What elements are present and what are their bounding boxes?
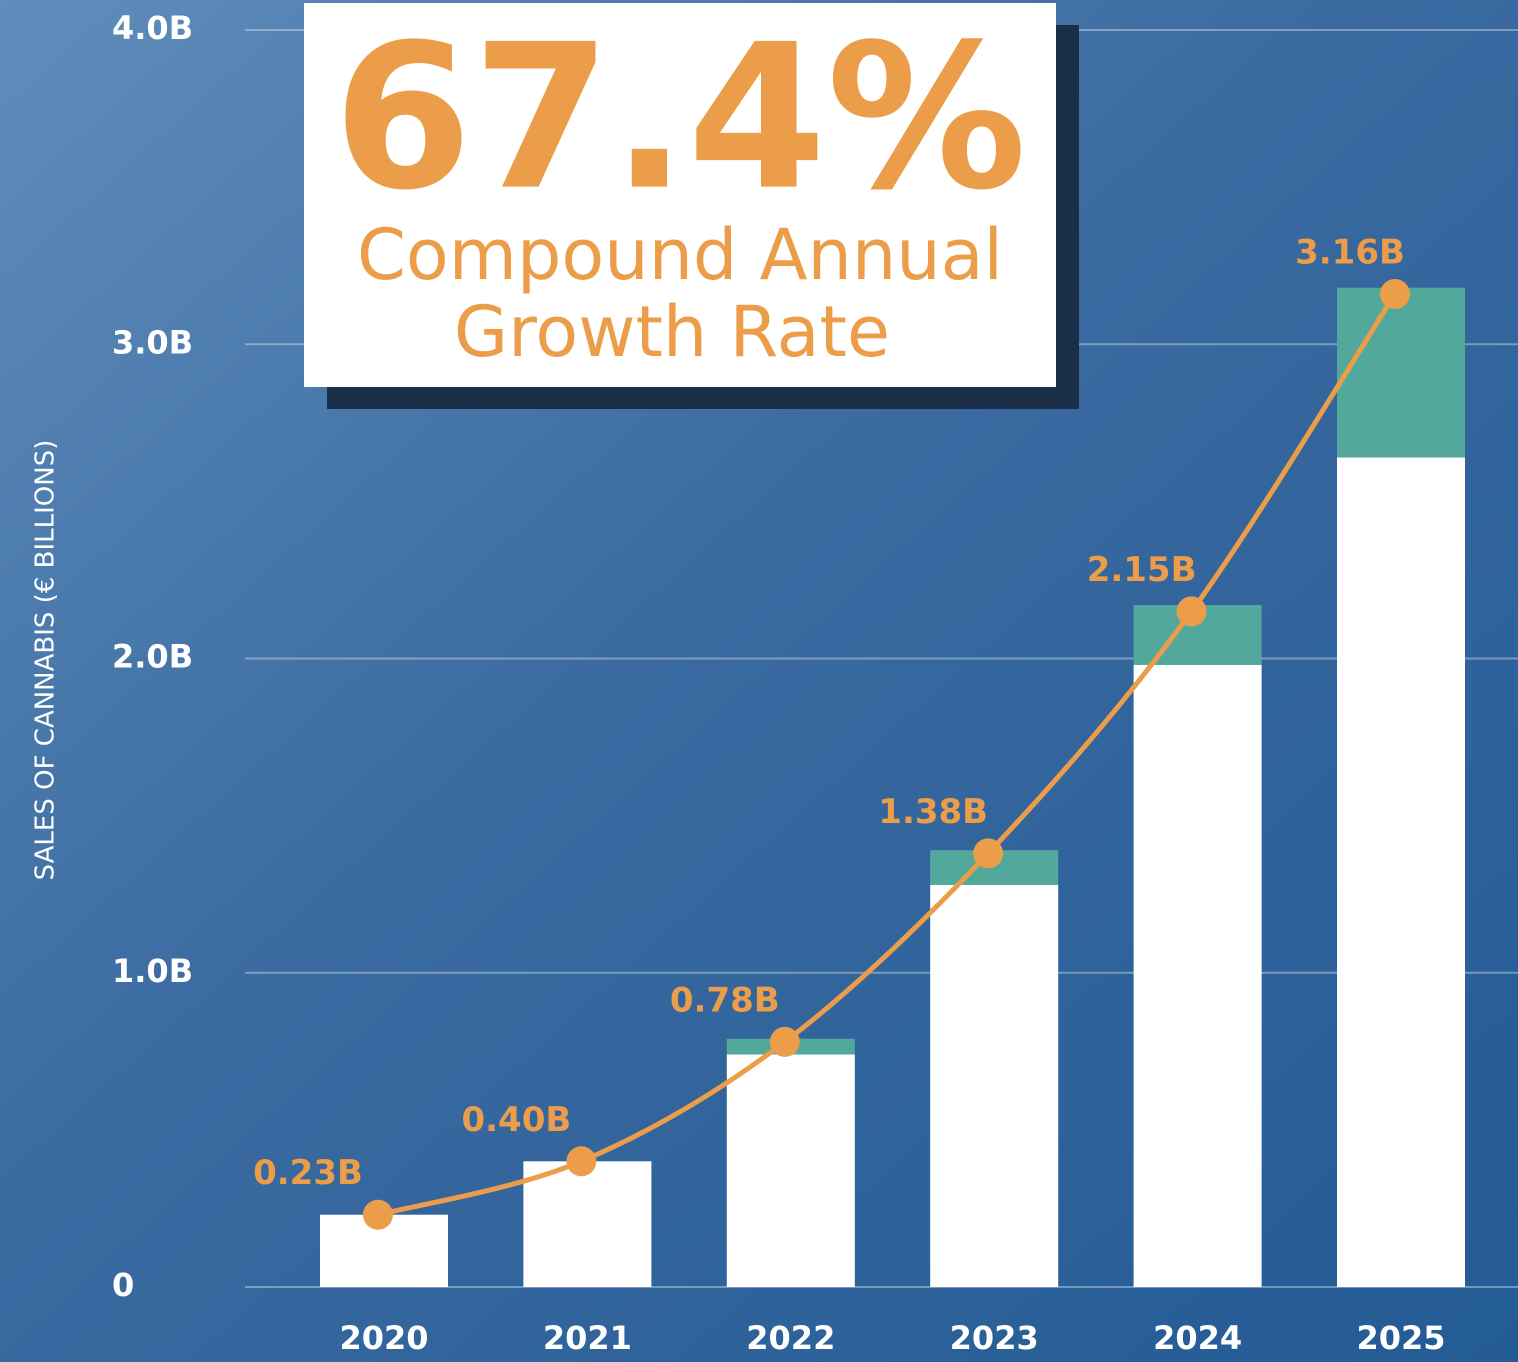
data-label: 0.78B — [670, 980, 780, 1020]
line-point — [1380, 279, 1410, 309]
callout-headline: 67.4% — [333, 2, 1027, 235]
data-label: 3.16B — [1295, 232, 1405, 272]
y-tick-label: 2.0B — [112, 638, 193, 676]
line-point — [1177, 596, 1207, 626]
x-tick-label: 2025 — [1356, 1319, 1445, 1357]
y-tick-label: 0 — [112, 1266, 134, 1304]
bar-segment — [930, 885, 1058, 1287]
callout-line: Growth Rate — [454, 291, 890, 373]
x-tick-label: 2021 — [543, 1319, 632, 1357]
bar-segment — [523, 1161, 651, 1287]
callout-line: Compound Annual — [357, 214, 1003, 296]
bar-segment — [1337, 288, 1465, 458]
line-point — [770, 1027, 800, 1057]
x-tick-label: 2022 — [746, 1319, 835, 1357]
x-tick-label: 2024 — [1153, 1319, 1242, 1357]
x-tick-label: 2020 — [339, 1319, 428, 1357]
line-point — [566, 1146, 596, 1176]
bar-segment — [727, 1054, 855, 1287]
data-label: 2.15B — [1087, 550, 1197, 590]
line-point — [973, 838, 1003, 868]
y-tick-label: 3.0B — [112, 323, 193, 361]
data-label: 0.40B — [461, 1100, 571, 1140]
y-tick-label: 1.0B — [112, 952, 193, 990]
line-point — [363, 1200, 393, 1230]
bar-segment — [1134, 665, 1262, 1287]
data-label: 1.38B — [878, 792, 988, 832]
y-tick-label: 4.0B — [112, 9, 193, 47]
bar-segment — [1337, 457, 1465, 1287]
y-axis-label: SALES OF CANNABIS (€ BILLIONS) — [31, 440, 61, 881]
data-label: 0.23B — [253, 1153, 363, 1193]
x-tick-label: 2023 — [950, 1319, 1039, 1357]
chart: 0 1.0B 2.0B 3.0B 4.0B 2020 2021 2022 2023 2024 202… — [0, 0, 1518, 1362]
